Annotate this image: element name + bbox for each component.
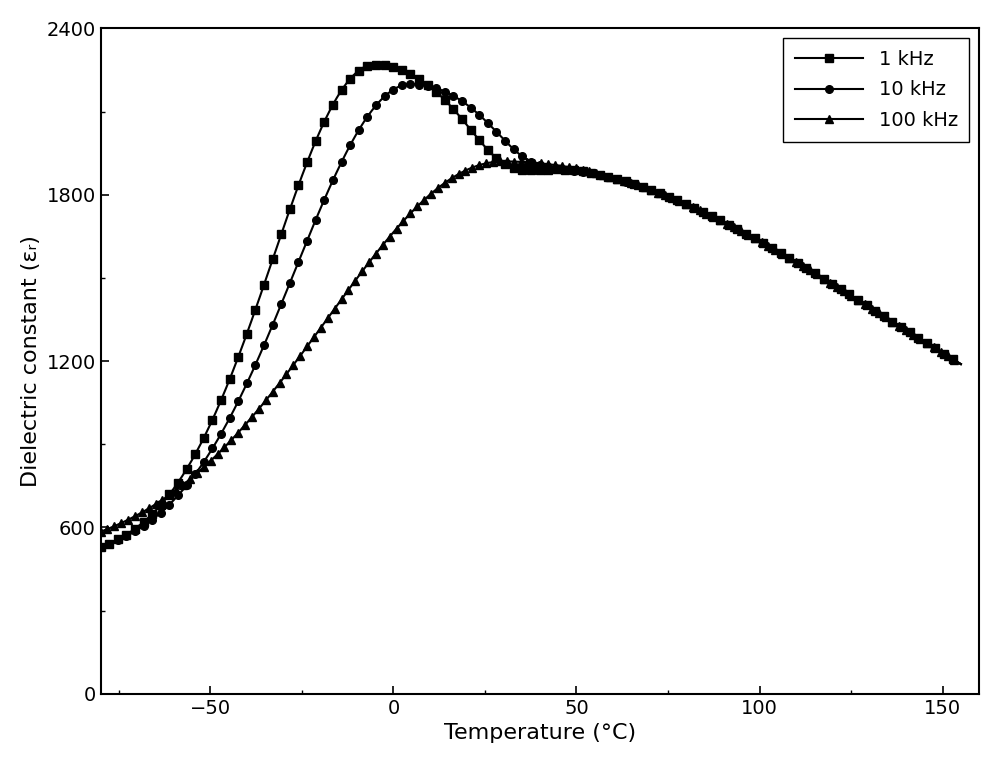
100 kHz — [490, 157, 502, 167]
100 kHz — [138, 507, 150, 516]
1 kHz — [513, 165, 525, 174]
100 kHz — [930, 344, 942, 353]
X-axis label: Temperature (°C): Temperature (°C) — [444, 724, 636, 743]
1 kHz — [490, 154, 502, 163]
10 kHz — [490, 128, 502, 137]
10 kHz — [772, 247, 784, 256]
1 kHz — [772, 247, 784, 256]
100 kHz — [955, 360, 967, 369]
1 kHz — [94, 542, 107, 552]
Line: 1 kHz: 1 kHz — [97, 60, 965, 551]
10 kHz — [930, 344, 942, 353]
10 kHz — [138, 521, 150, 530]
Line: 100 kHz: 100 kHz — [97, 157, 965, 536]
10 kHz — [955, 360, 967, 369]
1 kHz — [930, 344, 942, 353]
10 kHz — [406, 79, 418, 89]
1 kHz — [138, 516, 150, 526]
Legend: 1 kHz, 10 kHz, 100 kHz: 1 kHz, 10 kHz, 100 kHz — [783, 38, 969, 142]
Line: 10 kHz: 10 kHz — [97, 80, 965, 551]
10 kHz — [94, 542, 107, 552]
100 kHz — [513, 157, 525, 167]
100 kHz — [94, 527, 107, 536]
1 kHz — [930, 345, 942, 354]
10 kHz — [930, 345, 942, 354]
1 kHz — [955, 360, 967, 369]
1 kHz — [369, 60, 381, 69]
10 kHz — [513, 150, 525, 159]
100 kHz — [930, 345, 942, 354]
Y-axis label: Dielectric constant (εᵣ): Dielectric constant (εᵣ) — [21, 235, 41, 487]
100 kHz — [497, 157, 509, 166]
100 kHz — [772, 247, 784, 256]
